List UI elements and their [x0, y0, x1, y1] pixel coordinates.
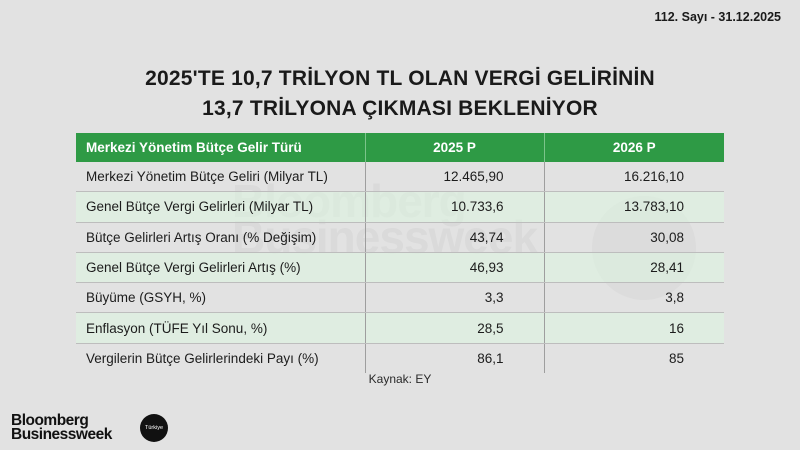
value-2025: 86,1 [365, 343, 545, 374]
bloomberg-businessweek-logo: Bloomberg Businessweek [11, 412, 112, 443]
headline-line-2: 13,7 TRİLYONA ÇIKMASI BEKLENİYOR [202, 97, 598, 120]
table-row: Bütçe Gelirleri Artış Oranı (% Değişim) … [76, 222, 724, 253]
budget-revenue-table: Merkezi Yönetim Bütçe Gelir Türü 2025 P … [76, 133, 724, 374]
row-label: Vergilerin Bütçe Gelirlerindeki Payı (%) [76, 343, 366, 374]
logo-line-1: Bloomberg [11, 412, 89, 429]
value-2026: 3,8 [544, 282, 724, 314]
value-2026: 30,08 [544, 222, 724, 253]
table-row: Merkezi Yönetim Bütçe Geliri (Milyar TL)… [76, 162, 724, 193]
value-2026: 16.216,10 [544, 162, 724, 193]
row-label: Merkezi Yönetim Bütçe Geliri (Milyar TL) [76, 162, 366, 193]
value-2025: 12.465,90 [365, 162, 545, 193]
table-row: Vergilerin Bütçe Gelirlerindeki Payı (%)… [76, 343, 724, 374]
table-row: Genel Bütçe Vergi Gelirleri (Milyar TL) … [76, 191, 724, 223]
row-label: Büyüme (GSYH, %) [76, 282, 366, 314]
row-label: Genel Bütçe Vergi Gelirleri (Milyar TL) [76, 191, 366, 223]
value-2025: 10.733,6 [365, 191, 545, 223]
source-note: Kaynak: EY [368, 372, 432, 386]
row-label: Enflasyon (TÜFE Yıl Sonu, %) [76, 312, 366, 344]
value-2026: 16 [544, 312, 724, 344]
table-row: Enflasyon (TÜFE Yıl Sonu, %) 28,5 16 [76, 312, 724, 344]
value-2025: 28,5 [365, 312, 545, 344]
value-2025: 46,93 [365, 252, 545, 284]
column-header-revenue-type: Merkezi Yönetim Bütçe Gelir Türü [76, 133, 366, 162]
budget-table-container: Merkezi Yönetim Bütçe Gelir Türü 2025 P … [76, 133, 724, 374]
value-2026: 85 [544, 343, 724, 374]
logo-line-2: Businessweek [11, 426, 112, 443]
row-label: Bütçe Gelirleri Artış Oranı (% Değişim) [76, 222, 366, 253]
turkiye-badge-icon: Türkiye [140, 414, 168, 442]
issue-date: 112. Sayı - 31.12.2025 [654, 10, 782, 24]
value-2025: 3,3 [365, 282, 545, 314]
column-header-2026: 2026 P [544, 133, 724, 162]
table-row: Büyüme (GSYH, %) 3,3 3,8 [76, 282, 724, 314]
value-2026: 28,41 [544, 252, 724, 284]
headline: 2025'TE 10,7 TRİLYON TL OLAN VERGİ GELİR… [0, 64, 800, 124]
table-row: Genel Bütçe Vergi Gelirleri Artış (%) 46… [76, 252, 724, 284]
column-header-2025: 2025 P [365, 133, 545, 162]
headline-line-1: 2025'TE 10,7 TRİLYON TL OLAN VERGİ GELİR… [145, 67, 655, 90]
table-header-row: Merkezi Yönetim Bütçe Gelir Türü 2025 P … [76, 133, 724, 162]
row-label: Genel Bütçe Vergi Gelirleri Artış (%) [76, 252, 366, 284]
value-2025: 43,74 [365, 222, 545, 253]
value-2026: 13.783,10 [544, 191, 724, 223]
